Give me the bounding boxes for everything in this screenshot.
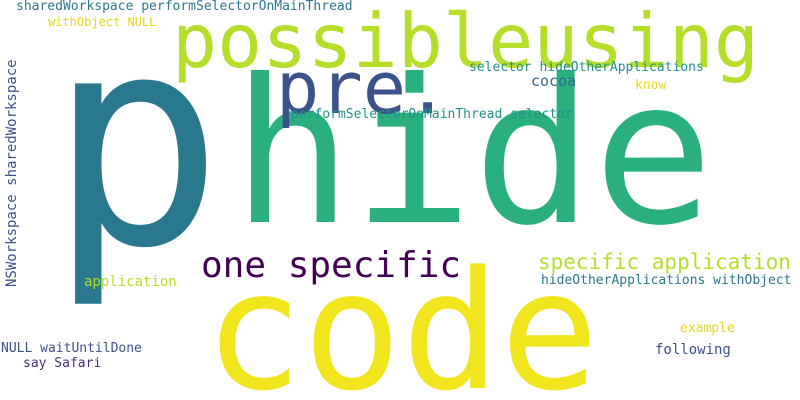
word-withobject-null: withObject NULL: [48, 15, 157, 29]
word-one-specific: one specific: [201, 245, 462, 286]
word-p: p: [48, 0, 224, 312]
word-cocoa: cocoa: [531, 72, 577, 90]
word-following: following: [655, 342, 731, 358]
word-null-waituntildone: NULL waitUntilDone: [1, 341, 142, 356]
word-hideotherapplications-withobject: hideOtherApplications withObject: [541, 273, 792, 288]
word-performselector-selector: performSelectorOnMainThread selector: [291, 107, 573, 122]
word-say-safari: say Safari: [23, 356, 102, 371]
word-sharedworkspace-performselector: sharedWorkspace performSelectorOnMainThr…: [16, 0, 353, 14]
word-specific-application: specific application: [538, 250, 791, 274]
word-pre: pre.: [276, 46, 450, 130]
word-hide: hide: [232, 37, 714, 270]
word-application: application: [84, 274, 177, 290]
word-selector-hideotherapplications: selector hideOtherApplications: [469, 60, 704, 75]
word-possibleusing: possibleusing: [172, 0, 759, 85]
word-nsworkspace-sharedworkspace: NSWorkspace sharedWorkspace: [4, 59, 20, 287]
word-example: example: [680, 321, 735, 336]
word-code: code: [204, 236, 599, 400]
word-know: know: [635, 78, 667, 93]
